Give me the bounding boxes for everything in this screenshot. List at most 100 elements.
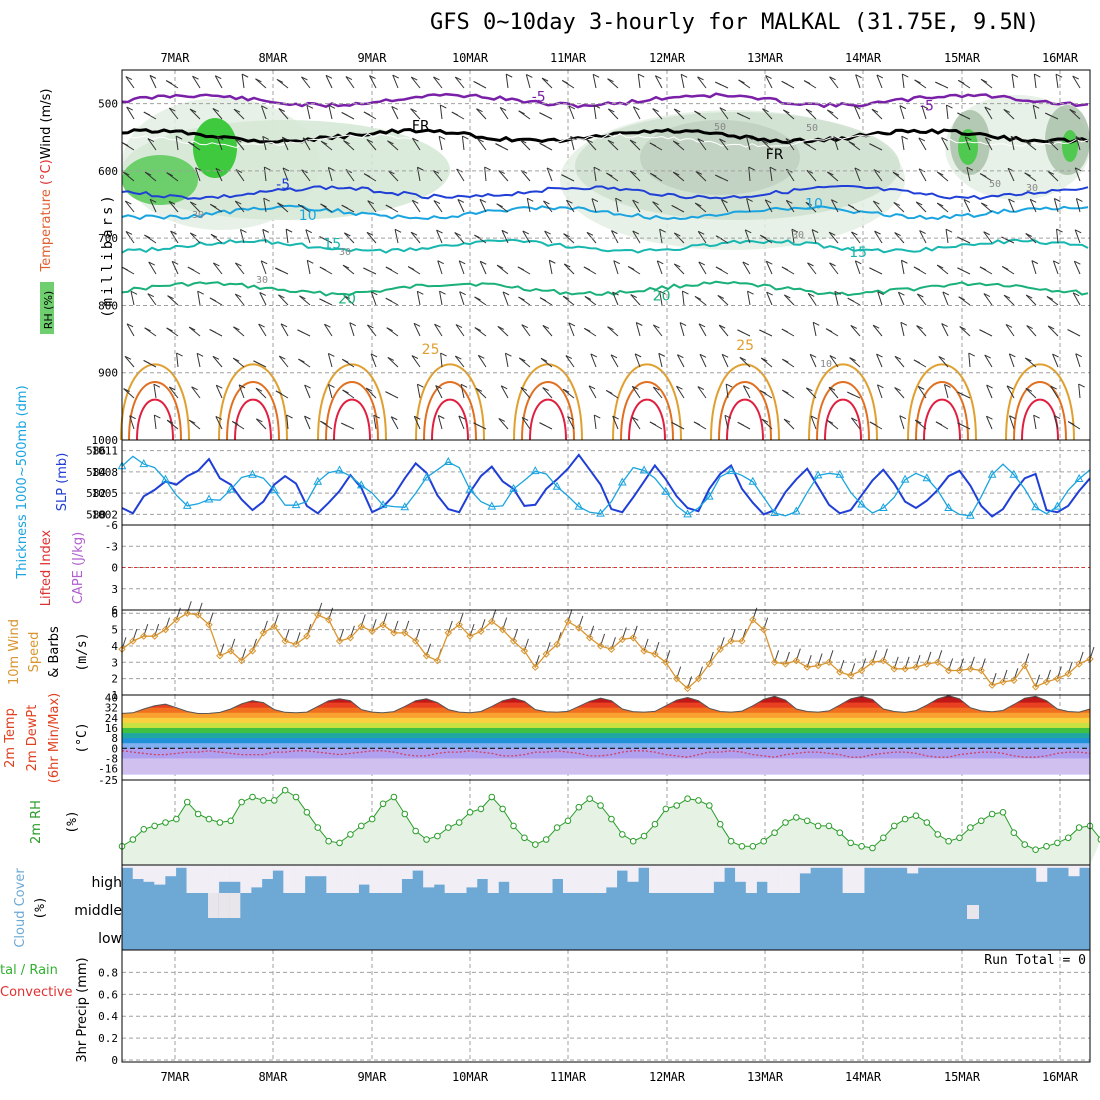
cloud-high-gap xyxy=(1046,865,1059,868)
wind-barb-flag xyxy=(851,417,858,422)
y-tick-label: -6 xyxy=(105,519,118,532)
wind-barb xyxy=(234,138,245,151)
y-axis-label: 3hr Precip (mm) xyxy=(75,957,90,1062)
rh-marker xyxy=(129,836,137,843)
wind-barb-flag xyxy=(1008,198,1015,203)
wind-barb-flag xyxy=(212,107,220,112)
wind-marker xyxy=(1021,661,1029,670)
wind-barb-flag xyxy=(455,355,462,360)
wind-barb-flag xyxy=(828,231,836,236)
rh-marker xyxy=(825,822,833,830)
wind-barb xyxy=(188,326,201,337)
rh-marker xyxy=(183,798,191,806)
date-label-bottom: 9MAR xyxy=(358,1070,388,1084)
cloud-high-gap xyxy=(444,865,456,893)
cloud-high-gap xyxy=(864,865,876,868)
wind-barb-flag xyxy=(147,138,155,142)
wind-barb-flag xyxy=(561,174,568,179)
wind-barb-flag xyxy=(957,236,964,241)
rh2m-plot xyxy=(118,786,1100,865)
wind-barb xyxy=(518,357,531,368)
isotherm-lower xyxy=(726,398,764,441)
series-line xyxy=(121,455,1091,517)
wind-barb-flag xyxy=(417,166,424,171)
wind-barb xyxy=(719,107,729,120)
wind-barb xyxy=(833,136,839,151)
rh-marker xyxy=(923,819,931,826)
wind-barb xyxy=(457,199,465,213)
cloud-high-gap xyxy=(993,865,1005,868)
wind-barb xyxy=(526,198,531,213)
rh-marker xyxy=(586,795,593,803)
cloud-high-gap xyxy=(498,865,510,882)
wind-barb-flag xyxy=(546,167,554,172)
wind-barb-flag xyxy=(197,290,204,295)
date-label-top: 12MAR xyxy=(649,51,686,65)
wind-barb-flag xyxy=(167,295,174,300)
wind-barb xyxy=(212,355,223,368)
isotherm-lower xyxy=(317,363,387,441)
y-axis-label: 10m Wind xyxy=(7,619,22,685)
wind-marker xyxy=(422,652,431,660)
wind-barb-flag xyxy=(1054,198,1061,202)
wind-barb xyxy=(853,105,861,120)
contour-label: 20 xyxy=(338,291,356,307)
wind-barb xyxy=(277,202,289,213)
wind-barb xyxy=(615,198,619,213)
wind-barb-flag xyxy=(539,422,546,427)
wind-barb xyxy=(897,291,905,306)
rh-shade xyxy=(958,129,978,165)
wind-barb-flag xyxy=(417,383,424,388)
y-tick-label: -16 xyxy=(98,763,118,776)
wind-barb xyxy=(679,322,685,337)
slp-marker xyxy=(487,501,497,510)
wind-barb xyxy=(411,355,421,368)
wind-barb-flag xyxy=(1067,329,1074,333)
wind-barb-flag xyxy=(831,199,838,204)
wind-barb-flag xyxy=(695,170,703,175)
wind-marker xyxy=(1075,660,1083,668)
wind-barb-flag xyxy=(1074,229,1082,234)
cloud-high-gap xyxy=(304,865,316,877)
y-tick-label: 0.6 xyxy=(98,988,118,1001)
wind-barb-flag xyxy=(298,358,305,363)
wind-barb-flag xyxy=(694,295,702,300)
y-tick-label: 24 xyxy=(105,712,119,725)
cloud-level-label: high xyxy=(91,875,122,891)
wind-barb xyxy=(149,199,157,213)
wind-barb-flag xyxy=(847,297,854,302)
wind-barb xyxy=(593,415,597,430)
wind-barb-flag xyxy=(611,230,618,235)
wind-barb xyxy=(1006,385,1015,399)
wind-barb-flag xyxy=(209,297,217,302)
contour-label: FR xyxy=(766,147,784,163)
wind-barb xyxy=(1072,292,1081,306)
wind-barb-flag xyxy=(122,171,130,176)
wind-barb xyxy=(1047,170,1059,182)
wind-barb-flag xyxy=(539,142,546,147)
wind-barb xyxy=(676,385,685,399)
wind-marker xyxy=(977,666,985,675)
wind-barb-flag xyxy=(761,357,768,362)
wind-barb xyxy=(241,74,245,89)
wind-barb-flag xyxy=(343,140,350,145)
rh-marker xyxy=(292,793,300,801)
wind-barb xyxy=(1008,198,1015,213)
wind-barb-flag xyxy=(1010,135,1018,140)
rh-marker xyxy=(956,834,963,842)
wind-barb xyxy=(590,353,597,368)
wind-barb-flag xyxy=(715,174,722,179)
wind-barb-flag xyxy=(1075,136,1083,141)
wind-barb-flag xyxy=(255,387,263,392)
cloud-high-gap xyxy=(885,865,897,868)
date-label-bottom: 8MAR xyxy=(259,1070,289,1084)
wind-marker xyxy=(401,629,409,637)
y-axis-label: 2m RH xyxy=(29,800,44,844)
wind-barb-flag xyxy=(715,266,723,271)
wind-barb xyxy=(367,200,377,213)
wind-barb-flag xyxy=(373,414,380,419)
wind-barb-flag xyxy=(630,294,637,298)
wind-barb-flag xyxy=(918,137,926,142)
wind-barb-flag xyxy=(166,419,174,424)
slp-marker xyxy=(1074,473,1084,482)
